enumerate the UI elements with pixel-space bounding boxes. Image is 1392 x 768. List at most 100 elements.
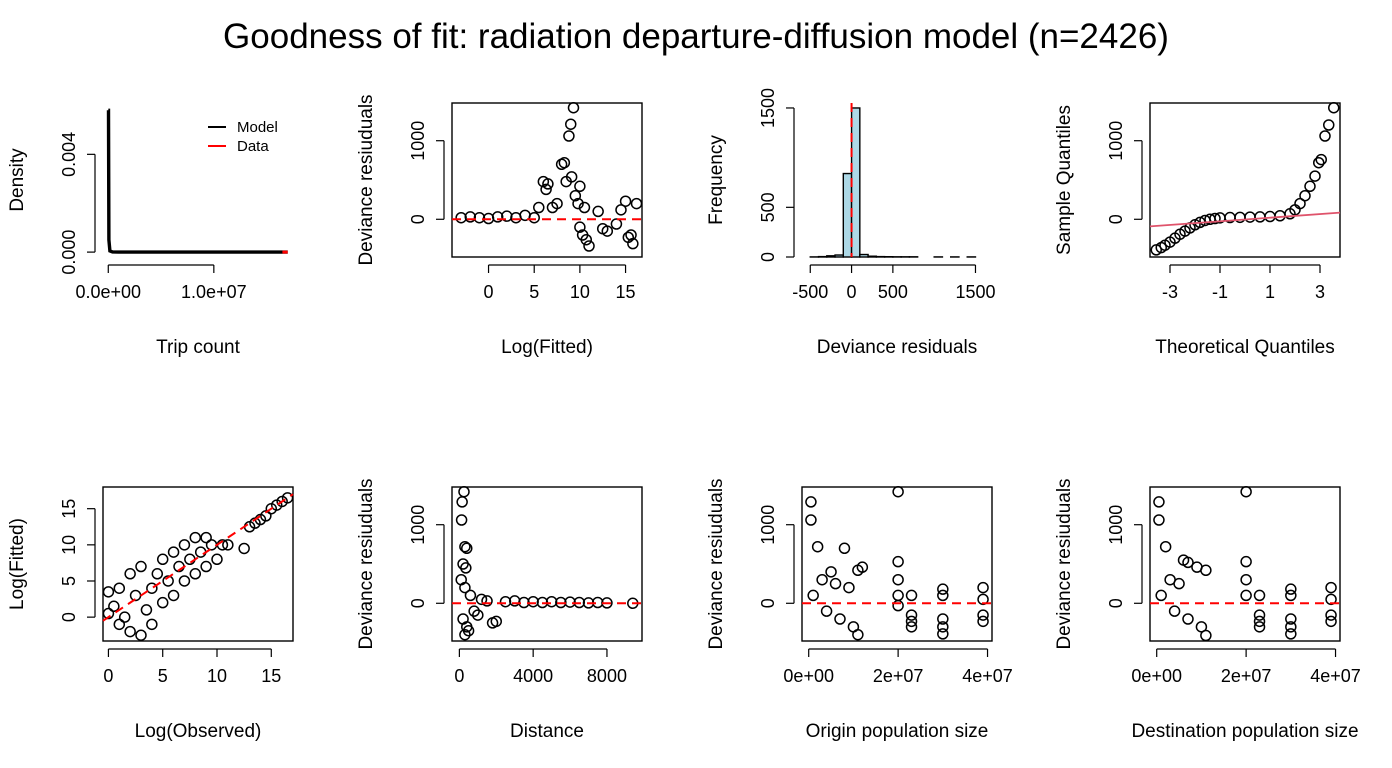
x-tick-label: 0 — [454, 666, 464, 686]
y-axis-label: Deviance resiuduals — [706, 478, 727, 649]
data-point — [805, 496, 817, 508]
data-point — [1299, 189, 1311, 202]
data-point — [460, 562, 472, 574]
x-tick-label: 1.0e+07 — [181, 282, 247, 302]
y-tick-label: 0.000 — [59, 230, 79, 275]
data-point — [892, 573, 904, 586]
data-point — [852, 628, 864, 641]
data-point — [455, 514, 468, 526]
data-point — [619, 195, 632, 207]
x-tick-label: 2e+07 — [1221, 666, 1272, 686]
x-tick-label: 0 — [847, 282, 857, 302]
data-point — [1325, 615, 1337, 628]
data-point — [200, 531, 212, 544]
data-point — [1182, 556, 1194, 569]
x-tick-label: -1 — [1212, 282, 1228, 302]
panel-resid_vs_dest_pop: 0e+00 2e+07 4e+07 0 1000 Destination populati… — [1054, 478, 1361, 742]
x-tick-label: 10 — [207, 666, 227, 686]
data-point — [569, 189, 582, 202]
data-point — [113, 582, 126, 594]
x-axis-label: Distance — [510, 721, 584, 742]
data-point — [462, 625, 475, 637]
data-point — [146, 582, 158, 594]
x-axis-label: Theoretical Quantiles — [1155, 337, 1335, 358]
data-point — [937, 583, 949, 595]
panel-resid_vs_distance: 0 4000 8000 0 1000 Distance Deviance resiudual… — [356, 478, 643, 742]
data-point — [937, 613, 949, 625]
x-tick-label: 500 — [878, 282, 908, 302]
data-point — [601, 597, 613, 609]
data-point — [1209, 212, 1221, 225]
data-point — [937, 589, 949, 602]
y-tick-label: 0 — [59, 612, 79, 622]
data-point — [146, 618, 158, 631]
data-point — [807, 589, 819, 602]
x-axis-label: Log(Fitted) — [501, 337, 593, 358]
data-point — [825, 566, 837, 578]
y-tick-label: 0 — [408, 598, 428, 608]
data-point — [816, 573, 828, 586]
data-point — [829, 577, 842, 590]
hist-bar — [834, 254, 845, 258]
data-point — [542, 178, 554, 190]
y-tick-label: 0 — [408, 214, 428, 224]
x-axis-label: Deviance residuals — [817, 337, 978, 358]
y-tick-label: 1000 — [1106, 121, 1126, 161]
data-point — [1285, 583, 1297, 595]
data-point — [113, 618, 126, 631]
data-point — [1325, 609, 1337, 621]
x-tick-label: 15 — [616, 282, 636, 302]
data-point — [811, 540, 824, 553]
data-point — [1173, 577, 1185, 590]
data-point — [124, 625, 136, 638]
x-axis-label: Origin population size — [806, 721, 989, 742]
y-axis-label: Deviance resiuduals — [356, 94, 377, 265]
data-point — [528, 211, 540, 224]
data-point — [592, 205, 604, 218]
data-point — [1240, 589, 1252, 602]
x-tick-label: 0.0e+00 — [75, 282, 141, 302]
x-tick-label: 4e+07 — [962, 666, 1013, 686]
data-point — [892, 599, 904, 612]
data-point — [473, 211, 486, 224]
data-point — [1285, 621, 1297, 633]
panel-fitted_vs_observed: 0 5 10 15 0 5 10 15 Log(Observed) Log(Fitted) — [7, 486, 294, 742]
data-point — [892, 555, 904, 568]
data-point — [583, 240, 595, 252]
plot-frame — [451, 102, 643, 258]
data-point — [625, 229, 637, 241]
y-tick-label: 10 — [59, 535, 79, 555]
data-point — [564, 596, 576, 608]
data-point — [464, 211, 477, 223]
data-point — [260, 510, 272, 522]
panel-density: 0.0e+00 1.0e+07 0.000 0.004 Trip count Densit… — [7, 108, 288, 358]
x-tick-label: 0e+00 — [1131, 666, 1182, 686]
data-point — [977, 593, 989, 606]
data-point — [601, 225, 614, 237]
data-point — [211, 553, 223, 566]
data-point — [490, 615, 503, 628]
data-point — [1304, 180, 1316, 193]
plot-frame — [102, 486, 294, 642]
data-point — [574, 180, 586, 193]
data-point — [937, 628, 949, 640]
x-axis-label: Destination population size — [1131, 721, 1358, 742]
data-point — [572, 197, 584, 210]
data-point — [1159, 540, 1172, 553]
data-point — [627, 237, 639, 250]
y-tick-label: 0 — [758, 598, 778, 608]
data-point — [281, 492, 294, 504]
data-point — [178, 575, 191, 587]
data-point — [578, 201, 591, 214]
data-point — [481, 595, 493, 607]
data-point — [977, 615, 989, 628]
plot-frame — [451, 486, 643, 642]
data-point — [1285, 628, 1297, 640]
qq-line — [1149, 211, 1341, 228]
y-axis-label: Deviance resiuduals — [1054, 478, 1075, 649]
data-point — [905, 621, 918, 633]
data-point — [1285, 589, 1297, 602]
y-axis-label: Sample Quantiles — [1054, 105, 1075, 255]
data-point — [558, 156, 571, 169]
